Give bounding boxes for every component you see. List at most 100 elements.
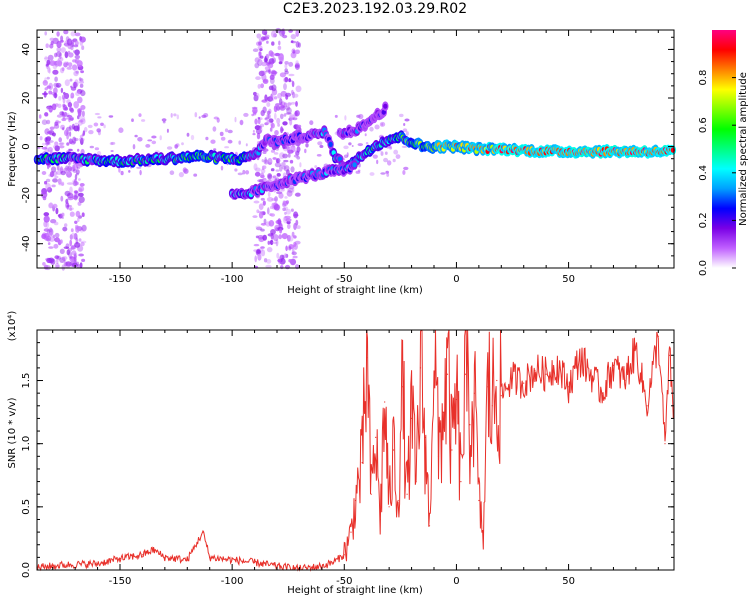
spectrogram-noise-cell [65,117,69,120]
spectrogram-noise-cell [282,34,288,39]
snr-data-point [350,531,352,533]
spectrogram-noise-cell [54,255,60,260]
spectrogram-noise-cell [293,211,299,219]
spectrogram-noise-cell [75,91,81,96]
spectrogram-noise-cell [260,168,266,174]
colorbar-tick-label: 0.6 [698,117,709,133]
spectrogram-noise-cell [379,121,386,127]
snr-data-point [119,558,121,560]
spectrogram-noise-cell [282,200,287,204]
spectrogram-noise-cell [294,64,300,68]
spectrogram-noise-cell [69,211,75,217]
spectrogram-noise-cell [71,39,76,44]
spectrogram-noise-cell [94,112,101,116]
spectrogram-noise-cell [44,112,49,117]
snr-data-point [511,377,514,379]
spectrogram-noise-cell [72,164,76,172]
spectrogram-noise-cell [251,113,255,117]
spectrogram-noise-cell [260,174,265,179]
spectrogram-noise-cell [48,174,53,177]
snr-data-point [343,554,345,556]
spectrogram-noise-cell [74,49,80,56]
spectrogram-track-cell [383,103,388,109]
spectrogram-noise-cell [169,170,175,175]
spectrogram-noise-cell [263,57,268,64]
spectrogram-noise-cell [75,210,81,218]
spectrogram-noise-cell [271,41,275,46]
spectrogram-noise-cell [60,87,64,94]
spectrogram-noise-cell [139,169,142,176]
spectrogram-noise-cell [41,119,48,125]
spectrogram-noise-cell [287,153,291,158]
spectrogram-noise-cell [291,80,295,88]
spectrogram-noise-cell [65,261,72,267]
spectrogram-noise-cell [73,180,78,187]
spectrogram-noise-cell [48,140,54,143]
spectrogram-noise-cell [73,101,79,109]
spectrogram-noise-cell [295,150,297,156]
spectrogram-noise-cell [43,228,50,232]
spectrogram-noise-cell [77,166,81,170]
spectrogram-noise-cell [60,170,66,176]
spectrogram-noise-cell [286,190,293,197]
spectrogram-noise-cell [255,167,261,173]
spectrogram-noise-cell [274,130,279,136]
spectrogram-noise-cell [257,117,261,125]
spectrogram-noise-cell [212,126,217,132]
spectrogram-noise-cell [74,54,81,60]
spectrogram-panel: -150 -100 -50 0 50 -40 -20 0 20 40 Height of str… [7,27,677,296]
spectrogram-noise-cell [283,165,290,172]
snr-x-tick-label: 0 [453,576,459,587]
spectrogram-noise-cell [319,145,324,148]
spectrogram-noise-cell [296,146,301,152]
snr-data-point [496,379,498,382]
spectrogram-noise-cell [57,103,62,109]
spectrogram-noise-cell [384,151,388,155]
spectrogram-noise-cell [405,131,409,136]
spectrogram-noise-cell [78,188,83,193]
spectrogram-noise-cell [252,215,258,219]
spectrogram-noise-cell [69,141,73,145]
spectrogram-noise-cell [284,68,289,72]
spectrogram-noise-cell [256,132,261,140]
spectrogram-noise-cell [47,131,52,134]
spectrogram-noise-cell [290,101,296,105]
spectrogram-noise-cell [266,197,274,202]
spectrogram-noise-cell [369,172,375,176]
spectrogram-noise-cell [41,171,47,175]
spectrogram-noise-cell [264,94,268,101]
spectrogram-noise-cell [46,76,50,80]
spectrogram-noise-cell [89,145,95,149]
spectrogram-noise-cell [295,219,299,226]
spectrogram-track-cell [352,162,357,168]
spectrogram-noise-cell [182,167,187,173]
spectrogram-noise-cell [358,113,364,120]
spectrogram-noise-cell [295,150,300,156]
spectrogram-noise-cell [269,94,275,102]
spectrogram-noise-cell [254,125,261,131]
spectrogram-x-ticks: -150 -100 -50 0 50 [52,30,659,285]
spectrogram-noise-cell [265,264,272,268]
spectrogram-noise-cell [128,170,131,173]
spectrogram-noise-cell [293,154,299,158]
spectrogram-noise-cell [295,29,300,37]
spectrogram-noise-cell [294,110,298,117]
snr-data-point [393,449,395,451]
spectrogram-noise-cell [403,123,406,126]
spectrogram-noise-cell [56,47,62,52]
snr-data-point [657,335,659,337]
snr-data-point [379,518,381,521]
spectrogram-noise-cell [254,255,257,263]
snr-data-point [321,565,323,567]
snr-y-tick-label: 1.0 [21,436,32,452]
spectrogram-noise-cell [281,233,288,240]
spectrogram-noise-cell [271,241,278,244]
spectrogram-noise-cell [78,238,82,242]
spectrogram-noise-cell [402,128,408,133]
spectrogram-noise-cell [56,51,62,58]
spectrogram-noise-cell [67,102,73,108]
snr-data-point [478,499,480,502]
spectrogram-noise-cell [293,241,297,247]
spectrogram-noise-cell [68,251,72,259]
snr-data-point [209,556,211,559]
